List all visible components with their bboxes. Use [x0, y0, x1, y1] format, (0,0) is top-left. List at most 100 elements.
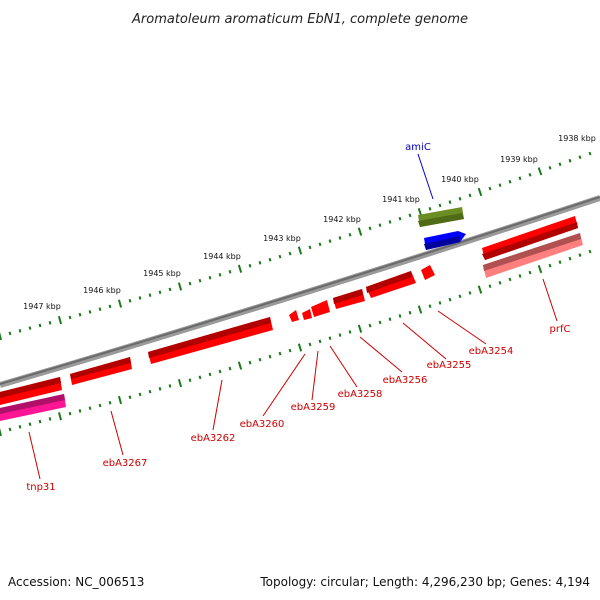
- inner-ruler-minor-tick: [248, 360, 252, 365]
- inner-ruler-minor-tick: [588, 249, 592, 254]
- outer-ruler-minor-tick: [268, 257, 272, 262]
- inner-ruler-minor-tick: [278, 351, 282, 356]
- outer-ruler-minor-tick: [558, 162, 562, 167]
- label-ebA3260: ebA3260: [240, 419, 285, 430]
- tick-label-1944: 1944 kbp: [203, 252, 241, 261]
- tick-label-1947: 1947 kbp: [23, 302, 61, 311]
- outer-ruler-minor-tick: [228, 269, 232, 274]
- gene-ebA3260[interactable]: [289, 310, 299, 322]
- inner-ruler-minor-tick: [198, 375, 202, 380]
- inner-ruler-minor-tick: [438, 301, 442, 305]
- outer-ruler-minor-tick: [278, 254, 282, 259]
- outer-ruler-major-tick: [477, 187, 483, 197]
- inner-ruler-major-tick: [297, 343, 303, 352]
- outer-ruler-minor-tick: [8, 331, 12, 336]
- outer-ruler-minor-tick: [88, 310, 92, 314]
- outer-ruler-minor-tick: [198, 278, 202, 283]
- gene-ebA3267-shade: [70, 357, 131, 379]
- outer-ruler-minor-tick: [388, 220, 392, 224]
- outer-ruler-minor-tick: [288, 251, 292, 256]
- outer-ruler: [0, 151, 592, 341]
- tick-label-1939: 1939 kbp: [500, 155, 538, 164]
- inner-ruler-minor-tick: [508, 277, 512, 282]
- reverse-strand-genes: [0, 233, 583, 421]
- inner-ruler-major-tick: [177, 378, 183, 388]
- inner-ruler-minor-tick: [148, 389, 152, 394]
- gene-left-red-shade: [0, 377, 61, 398]
- inner-ruler: [0, 249, 592, 437]
- outer-ruler-minor-tick: [28, 326, 32, 330]
- inner-ruler-minor-tick: [258, 357, 262, 362]
- outer-ruler-minor-tick: [248, 263, 252, 268]
- outer-ruler-minor-tick: [138, 296, 142, 300]
- tick-label-1938: 1938 kbp: [558, 134, 596, 143]
- inner-ruler-minor-tick: [488, 284, 492, 289]
- inner-ruler-minor-tick: [498, 280, 502, 285]
- outer-ruler-minor-tick: [548, 165, 552, 170]
- inner-ruler-major-tick: [58, 412, 62, 421]
- gene-ebA3254[interactable]: [421, 265, 435, 280]
- outer-ruler-minor-tick: [128, 298, 132, 303]
- outer-ruler-minor-tick: [328, 239, 332, 243]
- inner-ruler-minor-tick: [8, 427, 12, 432]
- outer-ruler-major-tick: [177, 282, 183, 291]
- outer-ruler-minor-tick: [38, 323, 42, 328]
- topology-text: Topology: circular; Length: 4,296,230 bp…: [259, 575, 590, 589]
- inner-ruler-minor-tick: [568, 256, 572, 261]
- inner-ruler-major-tick: [537, 264, 543, 274]
- gene-ebA3258[interactable]: [311, 300, 330, 317]
- outer-ruler-major-tick: [57, 315, 63, 325]
- inner-ruler-minor-tick: [218, 369, 222, 374]
- inner-ruler-minor-tick: [98, 403, 102, 408]
- inner-ruler-major-tick: [477, 285, 483, 294]
- inner-ruler-minor-tick: [578, 253, 582, 257]
- tick-label-1943: 1943 kbp: [263, 234, 301, 243]
- inner-ruler-minor-tick: [38, 419, 42, 424]
- tick-label-1942: 1942 kbp: [323, 215, 361, 224]
- leader-ebA3260: [262, 353, 306, 417]
- outer-ruler-minor-tick: [208, 275, 212, 280]
- inner-ruler-minor-tick: [548, 263, 552, 268]
- inner-ruler-major-tick: [117, 395, 123, 405]
- inner-ruler-minor-tick: [128, 395, 132, 400]
- inner-ruler-minor-tick: [468, 291, 472, 295]
- inner-ruler-minor-tick: [158, 386, 162, 391]
- gene-prfC-red-shade: [482, 222, 578, 260]
- leader-ebA3255: [402, 322, 447, 360]
- outer-ruler-minor-tick: [318, 242, 322, 247]
- outer-ruler-minor-tick: [338, 236, 342, 240]
- gene-tnp31-shade: [0, 394, 65, 414]
- outer-ruler-minor-tick: [98, 307, 102, 311]
- inner-ruler-minor-tick: [28, 422, 32, 427]
- inner-ruler-minor-tick: [338, 333, 342, 337]
- tick-label-1941: 1941 kbp: [382, 195, 420, 204]
- outer-ruler-minor-tick: [378, 223, 382, 227]
- inner-ruler-minor-tick: [398, 314, 402, 318]
- outer-ruler-major-tick: [0, 332, 2, 341]
- label-ebA3259: ebA3259: [291, 402, 336, 413]
- outer-ruler-minor-tick: [468, 193, 472, 198]
- outer-ruler-minor-tick: [508, 179, 512, 184]
- inner-ruler-minor-tick: [138, 392, 142, 397]
- leader-ebA3256: [359, 336, 403, 373]
- genome-backbone-core: [0, 196, 600, 385]
- inner-ruler-minor-tick: [408, 310, 412, 315]
- inner-ruler-minor-tick: [168, 384, 172, 388]
- outer-ruler-minor-tick: [68, 315, 72, 320]
- inner-ruler-minor-tick: [88, 406, 92, 411]
- label-ebA3258: ebA3258: [338, 389, 383, 400]
- label-ebA3256: ebA3256: [383, 375, 428, 386]
- outer-ruler-major-tick: [117, 299, 123, 308]
- inner-ruler-minor-tick: [428, 304, 432, 309]
- gene-ebA3262-shade: [148, 317, 271, 358]
- inner-ruler-major-tick: [0, 427, 2, 437]
- gene-ebA3259[interactable]: [302, 309, 312, 320]
- outer-ruler-minor-tick: [528, 172, 532, 177]
- forward-strand-genes: [418, 207, 578, 260]
- leader-tnp31: [28, 431, 41, 480]
- outer-ruler-minor-tick: [148, 293, 152, 297]
- gene-prfC-shade: [483, 233, 581, 271]
- inner-ruler-minor-tick: [268, 354, 272, 359]
- tick-label-1945: 1945 kbp: [143, 269, 181, 278]
